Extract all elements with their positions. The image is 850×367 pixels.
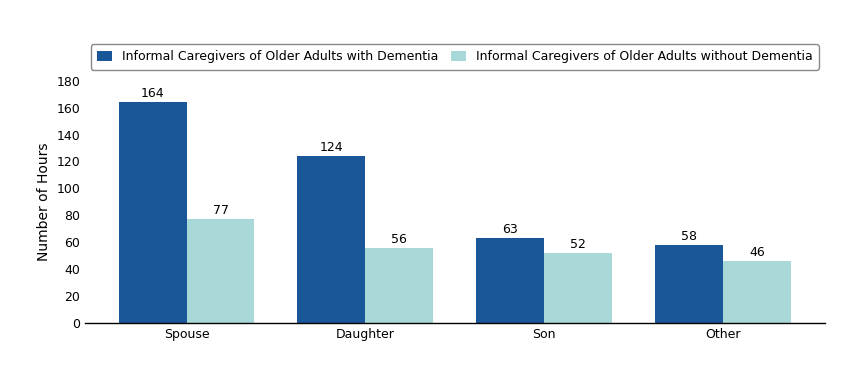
Legend: Informal Caregivers of Older Adults with Dementia, Informal Caregivers of Older : Informal Caregivers of Older Adults with… [91,44,819,70]
Text: 77: 77 [212,204,229,217]
Text: 164: 164 [141,87,164,100]
Bar [366,248,434,323]
Bar [476,238,544,323]
Bar [544,253,612,323]
Text: 46: 46 [749,246,765,259]
Bar [655,245,723,323]
Text: 56: 56 [391,233,407,246]
Text: 58: 58 [681,230,697,243]
Text: 63: 63 [502,223,518,236]
Text: 52: 52 [570,238,586,251]
Bar [723,261,791,323]
Bar [298,156,366,323]
Y-axis label: Number of Hours: Number of Hours [37,143,51,261]
Text: 124: 124 [320,141,343,154]
Bar [119,102,186,323]
Bar [186,219,254,323]
